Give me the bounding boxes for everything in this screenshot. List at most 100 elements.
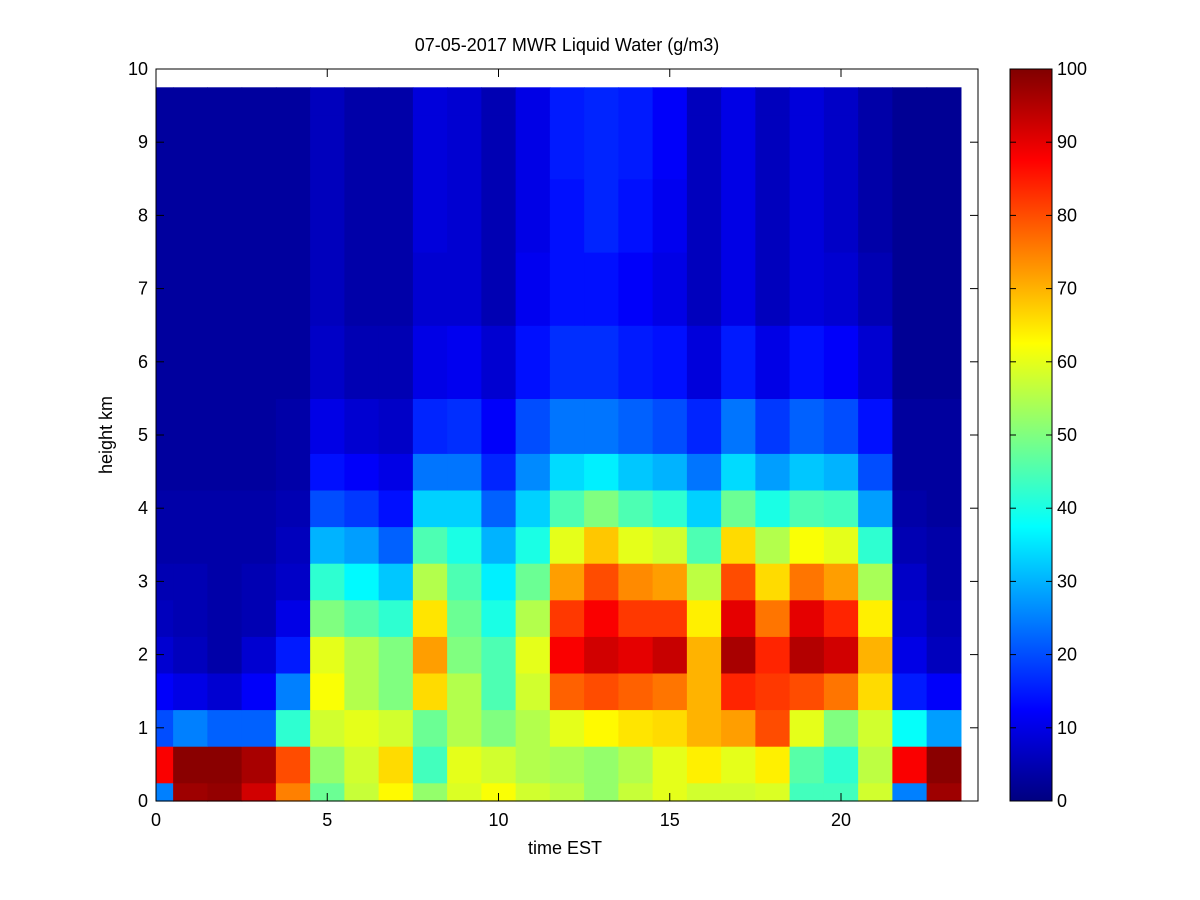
heatmap-cell	[755, 672, 791, 711]
heatmap-cell	[412, 526, 448, 564]
heatmap-cell	[858, 178, 893, 253]
heatmap-cell	[686, 636, 722, 674]
heatmap-cell	[378, 252, 414, 326]
heatmap-cell	[344, 636, 380, 674]
heatmap-cell	[156, 782, 174, 802]
heatmap-cell	[755, 398, 791, 454]
heatmap-cell	[156, 114, 174, 180]
heatmap-cell	[584, 453, 619, 491]
heatmap-cell	[173, 709, 208, 747]
heatmap-cell	[447, 87, 482, 116]
heatmap-cell	[515, 453, 551, 491]
heatmap-cell	[721, 599, 756, 637]
heatmap-cell	[618, 87, 654, 116]
heatmap-cell	[926, 87, 962, 116]
heatmap-cell	[858, 489, 893, 528]
colorbar-tick-label: 20	[1057, 645, 1077, 665]
heatmap-cell	[823, 252, 859, 326]
heatmap-cell	[652, 599, 688, 637]
heatmap-cell	[618, 563, 654, 601]
heatmap-cell	[241, 325, 277, 399]
heatmap-cell	[378, 782, 414, 802]
heatmap-cell	[156, 178, 174, 253]
heatmap-cell	[447, 709, 482, 747]
heatmap-cell	[652, 709, 688, 747]
heatmap-cell	[156, 526, 174, 564]
heatmap-cell	[481, 114, 517, 180]
heatmap-cell	[823, 453, 859, 491]
heatmap-cell	[652, 526, 688, 564]
heatmap-cell	[652, 325, 688, 399]
heatmap-cell	[721, 489, 756, 528]
heatmap-cell	[549, 325, 585, 399]
heatmap-cell	[207, 489, 243, 528]
heatmap-cell	[481, 672, 517, 711]
heatmap-cell	[412, 87, 448, 116]
heatmap-cell	[549, 782, 585, 802]
heatmap-cell	[549, 709, 585, 747]
heatmap-cell	[892, 87, 928, 116]
heatmap-cell	[584, 114, 619, 180]
heatmap-cell	[892, 114, 928, 180]
heatmap-cell	[310, 398, 345, 454]
heatmap-cell	[858, 453, 893, 491]
heatmap-cell	[686, 325, 722, 399]
heatmap-cell	[823, 782, 859, 802]
heatmap-cell	[344, 563, 380, 601]
heatmap-cell	[789, 636, 825, 674]
heatmap-cell	[892, 453, 928, 491]
heatmap-cell	[823, 636, 859, 674]
heatmap-cell	[584, 252, 619, 326]
heatmap-cell	[823, 746, 859, 784]
heatmap-cell	[515, 489, 551, 528]
heatmap-cell	[173, 453, 208, 491]
heatmap-cell	[156, 325, 174, 399]
heatmap-cell	[652, 672, 688, 711]
colorbar-tick-label: 40	[1057, 498, 1077, 518]
heatmap-cell	[686, 252, 722, 326]
heatmap-cell	[549, 114, 585, 180]
heatmap-cell	[310, 636, 345, 674]
heatmap-cell	[378, 709, 414, 747]
heatmap-cell	[447, 398, 482, 454]
heatmap-cell	[686, 398, 722, 454]
heatmap-cell	[447, 178, 482, 253]
heatmap-cell	[241, 599, 277, 637]
heatmap-cell	[412, 746, 448, 784]
heatmap-cell	[344, 114, 380, 180]
heatmap-cell	[892, 398, 928, 454]
heatmap-cell	[344, 489, 380, 528]
heatmap-cell	[755, 114, 791, 180]
heatmap-cell	[344, 178, 380, 253]
heatmap-cell	[515, 325, 551, 399]
heatmap-cell	[789, 709, 825, 747]
heatmap-cell	[412, 178, 448, 253]
heatmap-cell	[823, 672, 859, 711]
heatmap-cell	[515, 782, 551, 802]
heatmap-cell	[156, 398, 174, 454]
heatmap-cell	[207, 178, 243, 253]
heatmap-cell	[275, 636, 311, 674]
heatmap-cell	[207, 599, 243, 637]
heatmap-cell	[858, 398, 893, 454]
colorbar-tick-label: 70	[1057, 279, 1077, 299]
colorbar-gradient	[1010, 69, 1052, 801]
heatmap-cell	[618, 325, 654, 399]
heatmap-cell	[549, 398, 585, 454]
heatmap-cell	[344, 453, 380, 491]
heatmap-cell	[755, 746, 791, 784]
heatmap-cell	[241, 526, 277, 564]
heatmap-cell	[926, 636, 962, 674]
heatmap-cell	[275, 709, 311, 747]
heatmap-cell	[584, 178, 619, 253]
heatmap-cell	[926, 325, 962, 399]
heatmap-cell	[241, 563, 277, 601]
heatmap-cell	[721, 709, 756, 747]
heatmap-cell	[686, 178, 722, 253]
colorbar-tick-label: 100	[1057, 59, 1087, 79]
heatmap-cell	[275, 398, 311, 454]
heatmap-cell	[344, 672, 380, 711]
heatmap-cell	[310, 252, 345, 326]
heatmap-cell	[207, 252, 243, 326]
heatmap-cell	[652, 114, 688, 180]
